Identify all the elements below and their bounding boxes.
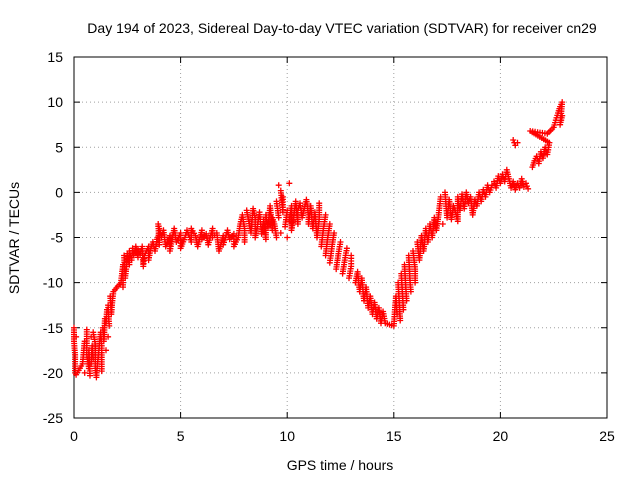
x-axis-label: GPS time / hours (287, 457, 394, 473)
y-tick-label: -15 (43, 320, 63, 336)
data-point (520, 181, 527, 188)
y-tick-label: 10 (47, 94, 63, 110)
data-point (343, 245, 350, 252)
y-tick-label: -25 (43, 410, 63, 426)
data-point (412, 279, 419, 286)
data-point (400, 306, 407, 313)
data-point (524, 183, 530, 190)
data-point (284, 234, 291, 241)
axis-ticks: 0 5 10 15 20 25 -25 -20 -15 -10 -5 0 5 10 15 (43, 49, 615, 444)
data-point (87, 372, 93, 379)
data-point (81, 369, 88, 376)
x-tick-label: 15 (386, 428, 402, 444)
y-tick-label: -20 (43, 365, 63, 381)
data-point (510, 181, 517, 188)
data-point (275, 214, 282, 221)
x-tick-label: 10 (279, 428, 295, 444)
x-tick-label: 25 (599, 428, 615, 444)
data-point (277, 230, 284, 236)
data-point (559, 112, 566, 119)
data-point (510, 137, 517, 143)
data-point (286, 180, 293, 187)
data-point (279, 193, 286, 200)
data-point (510, 178, 517, 185)
data-point (326, 221, 333, 227)
data-points (71, 99, 566, 381)
data-point (273, 234, 280, 241)
data-point (523, 180, 529, 187)
data-point (337, 239, 344, 245)
data-point (397, 317, 404, 324)
y-tick-label: 5 (55, 139, 63, 155)
x-tick-label: 5 (177, 428, 185, 444)
data-point (316, 200, 323, 207)
grid-lines (74, 57, 607, 418)
data-point (514, 139, 521, 146)
x-tick-label: 0 (70, 428, 78, 444)
data-point (525, 185, 532, 192)
plot-frame (73, 56, 608, 419)
data-point (106, 322, 113, 329)
data-point (520, 184, 527, 190)
data-point (73, 333, 80, 340)
data-point (407, 288, 414, 295)
data-point (241, 239, 248, 245)
y-tick-label: 0 (55, 184, 63, 200)
y-tick-label: -10 (43, 275, 63, 291)
data-point (439, 221, 446, 227)
data-point (98, 368, 105, 375)
chart-title: Day 194 of 2023, Sidereal Day-to-day VTE… (87, 20, 597, 36)
data-point (519, 178, 526, 185)
data-point (120, 284, 126, 291)
x-tick-label: 20 (493, 428, 509, 444)
y-axis-label: SDTVAR / TECUs (6, 182, 22, 294)
y-tick-label: -5 (51, 230, 64, 246)
data-point (348, 252, 355, 259)
data-point (331, 230, 338, 236)
data-point (275, 182, 282, 189)
data-point (403, 297, 410, 304)
y-tick-label: 15 (47, 49, 63, 65)
data-point (322, 211, 329, 218)
data-point (518, 175, 525, 182)
data-point (105, 333, 112, 340)
data-point (103, 347, 109, 354)
